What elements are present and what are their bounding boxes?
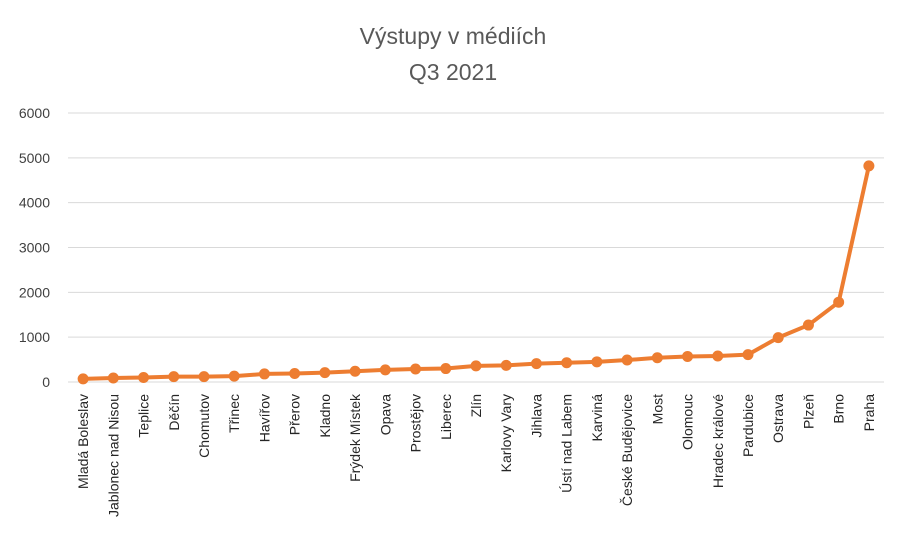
x-category-label: Zlín: [468, 394, 484, 417]
chart-title: Výstupy v médiích: [360, 23, 547, 49]
data-point: [621, 354, 633, 366]
data-point: [470, 360, 482, 372]
data-point: [258, 368, 270, 380]
data-point: [712, 350, 724, 362]
y-tick-label: 4000: [19, 195, 50, 211]
x-category-label: Liberec: [438, 394, 454, 440]
y-tick-label: 3000: [19, 240, 50, 256]
data-point: [228, 370, 240, 382]
series-line: [81, 163, 871, 381]
data-point: [107, 372, 119, 384]
data-point: [833, 296, 845, 308]
data-point: [591, 356, 603, 368]
x-category-label: Přerov: [287, 394, 303, 435]
data-point: [410, 363, 422, 375]
x-category-label: Pardubice: [740, 394, 756, 457]
x-category-label: Brno: [831, 394, 847, 424]
x-category-label: Plzeň: [800, 394, 816, 429]
x-category-label: Děčín: [166, 394, 182, 431]
data-point: [500, 359, 512, 371]
data-point: [289, 367, 301, 379]
data-point: [742, 349, 754, 361]
y-tick-label: 6000: [19, 105, 50, 121]
gridlines: [68, 112, 884, 383]
x-category-label: Opava: [377, 394, 393, 435]
data-point: [168, 371, 180, 383]
x-category-label: Ústí nad Labem: [559, 394, 575, 493]
x-category-label: Jablonec nad Nisou: [105, 394, 121, 517]
x-category-label: Chomutov: [196, 394, 212, 458]
x-category-label: Prostějov: [408, 394, 424, 452]
x-category-label: Frýdek Místek: [347, 393, 363, 482]
data-point: [198, 371, 210, 383]
x-category-label: Karviná: [589, 394, 605, 442]
data-point: [138, 372, 150, 384]
x-category-label: Hradec králové: [710, 394, 726, 488]
data-point: [379, 364, 391, 376]
x-category-label: Praha: [861, 394, 877, 432]
data-point: [530, 358, 542, 370]
data-point: [651, 352, 663, 364]
x-category-label: Olomouc: [680, 394, 696, 450]
data-point: [682, 350, 694, 362]
data-point: [77, 373, 89, 385]
chart-subtitle: Q3 2021: [409, 59, 497, 85]
data-point: [772, 332, 784, 344]
y-axis-ticks: 0 1000 2000 3000 4000 5000 6000: [19, 105, 50, 390]
x-category-label: Jihlava: [528, 394, 544, 438]
x-category-label: Mladá Boleslav: [75, 394, 91, 489]
x-category-label: České Budějovice: [619, 394, 635, 506]
data-point: [440, 363, 452, 375]
x-category-label: Teplice: [136, 394, 152, 438]
data-point: [319, 367, 331, 379]
y-tick-label: 1000: [19, 329, 50, 345]
x-category-label: Třinec: [226, 394, 242, 433]
data-point: [802, 319, 814, 331]
x-category-label: Kladno: [317, 394, 333, 438]
x-category-label: Havířov: [256, 394, 272, 442]
y-tick-label: 2000: [19, 284, 50, 300]
x-category-label: Most: [649, 394, 665, 424]
y-tick-label: 5000: [19, 150, 50, 166]
data-point: [863, 160, 875, 172]
y-tick-label: 0: [42, 374, 50, 390]
series-layer: [77, 160, 875, 385]
x-category-label: Ostrava: [770, 394, 786, 443]
data-point: [561, 357, 573, 369]
data-point: [349, 365, 361, 377]
x-axis-categories: Mladá Boleslav Jablonec nad Nisou Teplice D…: [75, 393, 877, 517]
x-category-label: Karlovy Vary: [498, 394, 514, 472]
